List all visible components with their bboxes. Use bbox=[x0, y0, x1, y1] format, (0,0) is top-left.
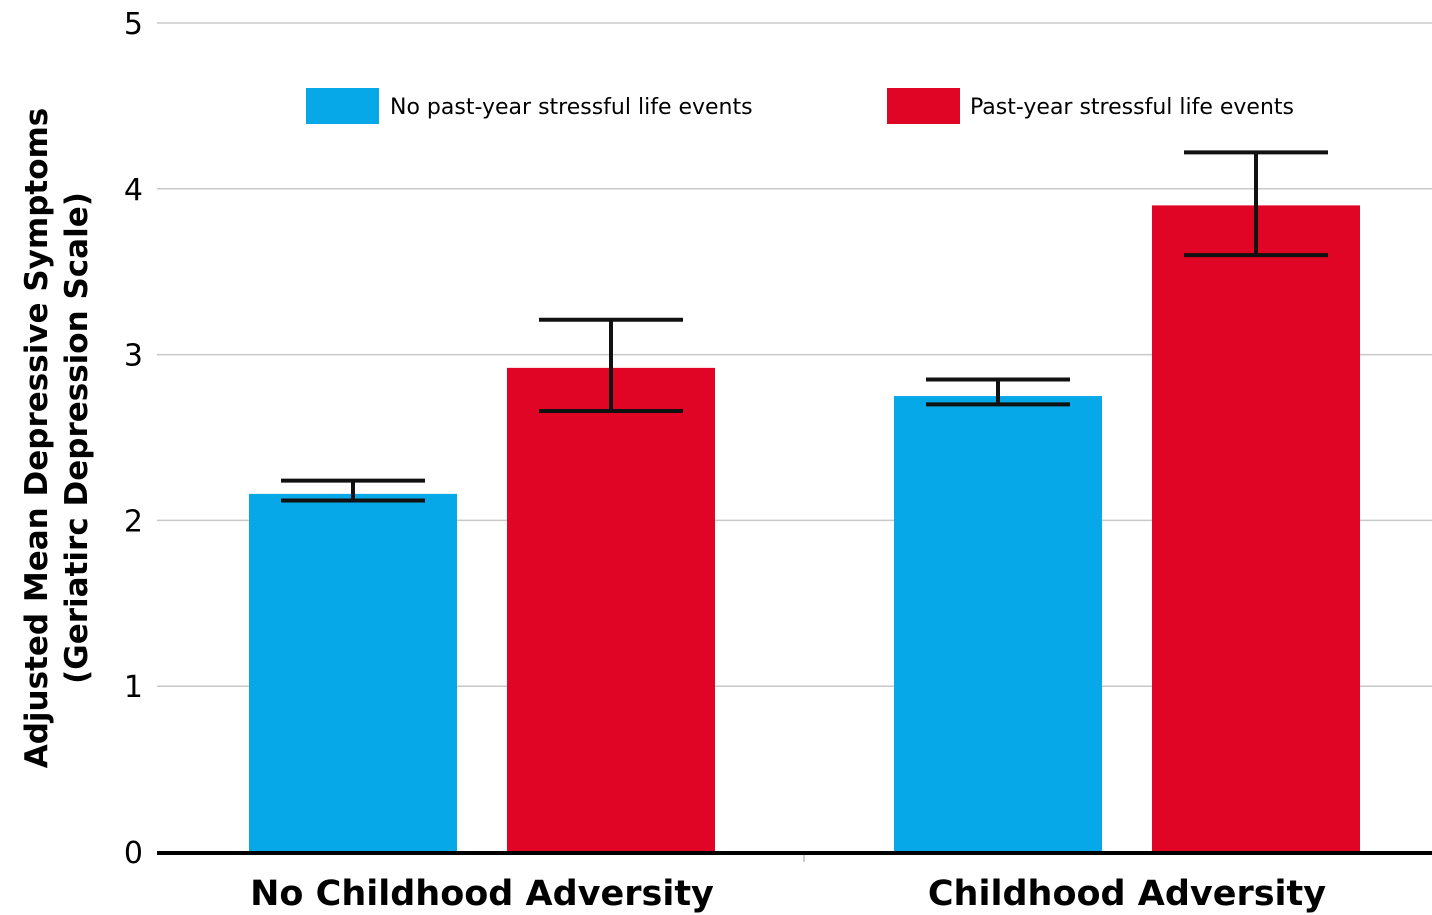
legend: No past-year stressful life events Past-y… bbox=[306, 88, 1294, 124]
error-bars bbox=[281, 150, 1328, 503]
y-tick-label-0: 0 bbox=[124, 836, 143, 871]
y-tick-labels: 0 1 2 3 4 5 bbox=[124, 7, 143, 871]
x-category-label-2: Childhood Adversity bbox=[928, 874, 1326, 914]
y-tick-label-2: 2 bbox=[124, 504, 143, 539]
legend-label: No past-year stressful life events bbox=[390, 95, 753, 120]
y-axis-title: Adjusted Mean Depressive Symptoms (Geria… bbox=[19, 108, 95, 769]
y-axis-title-line-1: Adjusted Mean Depressive Symptoms bbox=[19, 108, 55, 769]
category-labels: No Childhood Adversity Childhood Adversit… bbox=[250, 874, 1326, 914]
legend-item-2: Past-year stressful life events bbox=[887, 88, 1294, 124]
legend-swatch bbox=[306, 88, 379, 124]
y-tick-label-4: 4 bbox=[124, 173, 143, 208]
y-tick-label-3: 3 bbox=[124, 339, 143, 374]
bars bbox=[249, 205, 1360, 852]
bar-2-series-1 bbox=[894, 396, 1102, 852]
legend-swatch bbox=[887, 88, 960, 124]
error-bar-2-series-1 bbox=[926, 377, 1070, 407]
error-bar-1-series-1 bbox=[281, 478, 425, 503]
legend-item-1: No past-year stressful life events bbox=[306, 88, 753, 124]
x-category-label-1: No Childhood Adversity bbox=[250, 874, 714, 914]
bar-2-series-2 bbox=[1152, 205, 1360, 852]
y-axis-title-line-2: (Geriatirc Depression Scale) bbox=[59, 192, 95, 684]
bar-1-series-2 bbox=[507, 367, 715, 852]
error-bar-1-series-2 bbox=[539, 317, 683, 413]
legend-label: Past-year stressful life events bbox=[970, 95, 1294, 120]
y-tick-label-1: 1 bbox=[124, 670, 143, 705]
x-axis bbox=[157, 851, 1432, 862]
error-bar-2-series-2 bbox=[1184, 150, 1328, 258]
bar-1-series-1 bbox=[249, 493, 457, 852]
y-tick-label-5: 5 bbox=[124, 7, 143, 42]
